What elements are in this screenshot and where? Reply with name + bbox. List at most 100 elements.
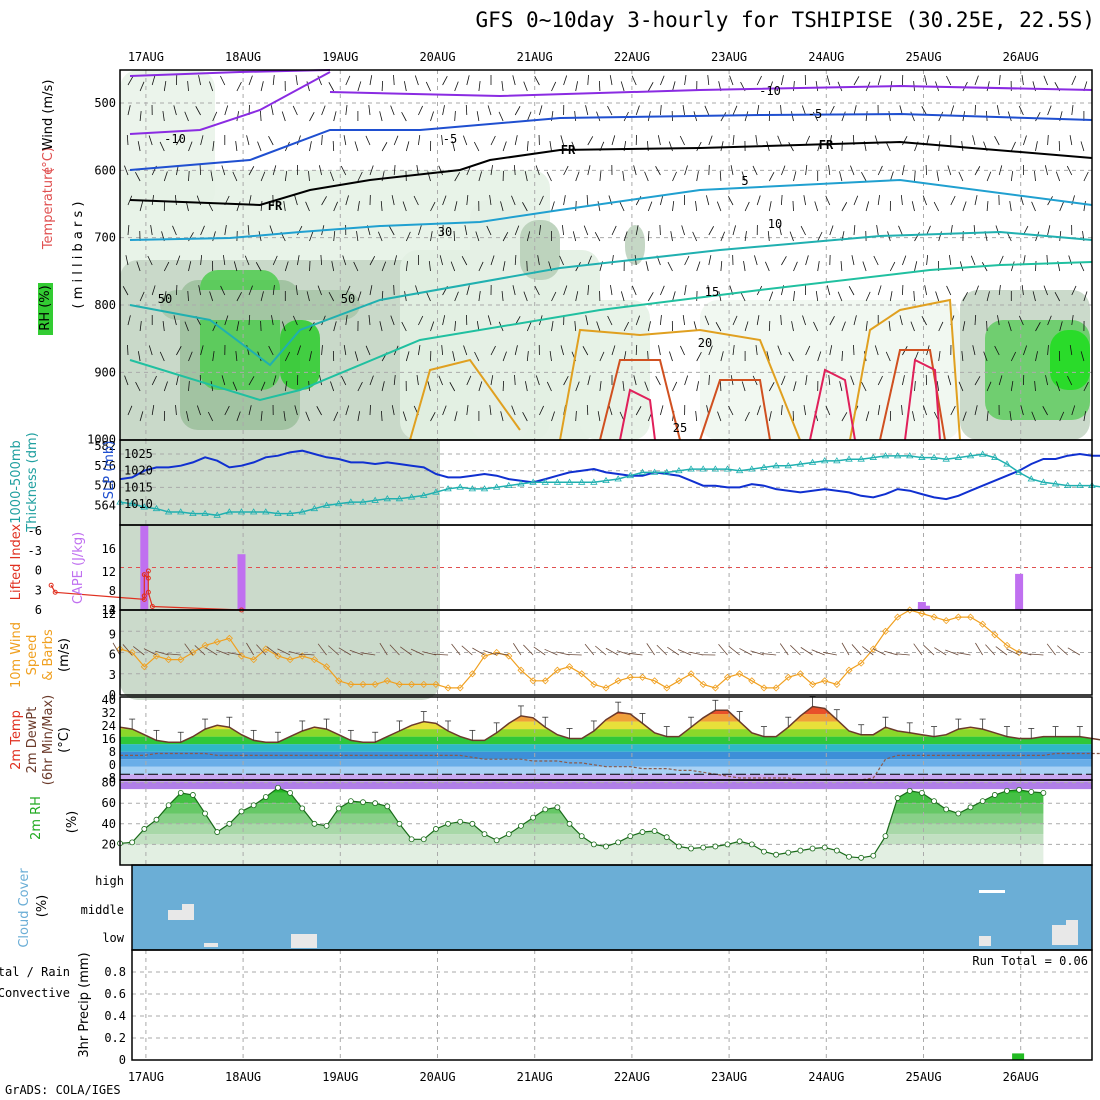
wind-speed-point <box>323 663 331 671</box>
wind-barb <box>333 411 339 422</box>
wind-barb <box>1043 75 1048 86</box>
wind-barb <box>369 165 374 176</box>
wind-barb <box>345 75 351 86</box>
isotherm-line <box>129 230 1093 367</box>
wind-barb <box>946 75 952 86</box>
wind-barb-10m <box>1057 645 1068 656</box>
fill-layer <box>120 70 1092 950</box>
wind-barb-10m <box>728 645 740 656</box>
wind-barb-10m <box>483 650 497 656</box>
precip-tick: 0.2 <box>104 1031 126 1045</box>
wind-barb <box>188 170 190 182</box>
wind-barb <box>450 261 456 272</box>
wind-barb <box>478 81 481 92</box>
wind-speed-point <box>553 666 561 674</box>
wind-speed-point <box>930 613 938 621</box>
wind-barb <box>501 291 504 302</box>
wind-barb <box>1066 165 1073 176</box>
wind-barb <box>309 141 312 152</box>
wind-barb <box>635 195 642 206</box>
thickness-point <box>614 475 622 482</box>
wind-barb <box>789 231 794 242</box>
wind-barb <box>522 411 528 422</box>
wind-barb <box>994 345 1000 356</box>
wind-barb <box>173 105 177 116</box>
thickness-point <box>310 504 319 512</box>
wind-speed-point <box>128 648 136 657</box>
wind-barb-10m <box>823 651 837 656</box>
slp-tick: 1025 <box>124 447 153 461</box>
wind-barb <box>369 285 373 296</box>
wind-barb <box>340 165 347 176</box>
wind-barb <box>343 345 347 356</box>
wind-barb-10m <box>379 642 388 656</box>
thickness-point <box>857 455 865 462</box>
wind-speed-point <box>857 659 865 667</box>
rh-point <box>566 820 573 827</box>
wind-barb <box>959 261 964 272</box>
rh-band <box>120 813 1044 824</box>
wind-barb <box>260 320 262 332</box>
wind-barb <box>465 104 468 116</box>
wind-speed-point <box>383 677 391 685</box>
wind-barb <box>574 111 577 122</box>
wind-barb <box>453 230 456 242</box>
wind-barb <box>1071 315 1074 326</box>
thickness-point <box>711 465 720 472</box>
wind-barb <box>1054 291 1061 302</box>
wind-barb <box>236 201 241 212</box>
wind-barb <box>159 351 165 362</box>
wind-barb <box>163 261 170 272</box>
wind-barb <box>812 111 819 122</box>
wind-barb <box>560 135 564 146</box>
wind-barb <box>1083 381 1089 392</box>
lifted-index-point <box>149 603 155 609</box>
wind-barb <box>1045 375 1048 386</box>
thickness-point <box>772 462 780 469</box>
wind-barb <box>368 315 371 326</box>
wind-speed-point <box>748 677 756 685</box>
wind-barb <box>1080 141 1085 152</box>
wind-barb <box>620 291 625 302</box>
wind-barb <box>127 315 131 326</box>
y-tick-label: -3 <box>28 544 42 558</box>
wind-barb <box>889 261 896 272</box>
rh-legend-swatch <box>38 283 53 335</box>
rh-point <box>202 810 208 817</box>
wind-barb <box>695 201 698 212</box>
wind-barb <box>255 262 262 272</box>
wind-barb <box>257 141 262 152</box>
rh-point <box>882 833 889 840</box>
wind-barb <box>248 405 252 416</box>
wind-barb <box>124 375 129 386</box>
wind-speed-point <box>651 677 659 685</box>
wind-barb <box>983 351 988 362</box>
wind-barb <box>1009 201 1012 212</box>
wind-barb <box>212 141 215 152</box>
date-label-bottom: 17AUG <box>128 1070 164 1084</box>
wind-barb <box>454 110 456 122</box>
wind-barb <box>793 171 797 182</box>
wind-barb <box>247 225 250 236</box>
wind-barb <box>390 105 395 116</box>
wind-barb <box>127 344 129 356</box>
precip-tick: 0.8 <box>104 965 126 979</box>
wind-barb-10m <box>1006 648 1020 656</box>
contour-label: -10 <box>164 132 186 146</box>
wind-barb <box>537 255 540 266</box>
wind-barb <box>667 261 673 272</box>
wind-barb <box>668 141 673 152</box>
rh-point <box>457 818 464 825</box>
wind-barb <box>500 411 504 422</box>
wind-barb <box>414 75 419 86</box>
wind-barb <box>756 195 761 206</box>
rh-point <box>663 834 670 841</box>
wind-speed-point <box>408 680 416 688</box>
wind-barb <box>357 201 360 212</box>
thickness-point <box>407 493 416 500</box>
wind-barb <box>418 315 424 326</box>
cape-bar <box>1015 573 1024 610</box>
wind-barb <box>393 135 399 146</box>
wind-barb <box>549 351 552 362</box>
wind-barb <box>1031 201 1036 212</box>
